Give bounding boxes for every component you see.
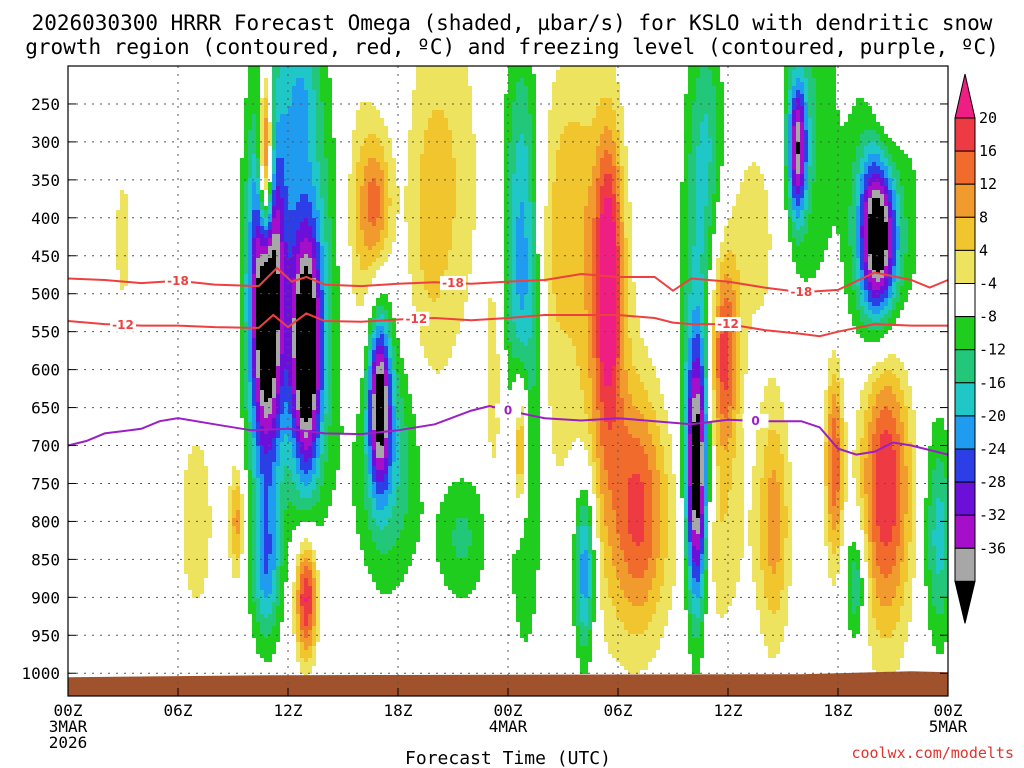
dgz-contour-m12 — [67, 312, 948, 338]
colorbar-box — [954, 249, 976, 284]
dgz-contour-m12-label: -12 — [405, 312, 427, 326]
colorbar-box — [954, 547, 976, 582]
colorbar-box — [954, 481, 976, 516]
dgz-contour-m18-label: -18 — [442, 276, 464, 290]
colorbar-bottom-arrow — [954, 580, 976, 624]
freezing-level-contour-label: 0 — [751, 414, 759, 428]
x-tick-label: 06Z — [164, 701, 193, 720]
source-credit: coolwx.com/modelts — [851, 744, 1014, 762]
x-tick-label: 18Z — [384, 701, 413, 720]
y-tick-label: 550 — [31, 323, 60, 342]
dgz-contour-m12-label: -12 — [112, 318, 134, 332]
dgz-contour-m18-label-bg — [165, 273, 191, 288]
x-tick-label: 5MAR — [929, 717, 968, 736]
colorbar-box — [954, 117, 976, 152]
x-tick-label: 3MAR — [49, 717, 88, 736]
x-tick-label: 18Z — [824, 701, 853, 720]
colorbar-label: -8 — [979, 308, 997, 326]
colorbar-box — [954, 183, 976, 218]
dgz-contour-m12-label: -12 — [717, 317, 739, 331]
x-axis-label: Forecast Time (UTC) — [405, 748, 611, 768]
dgz-contour-m18-label: -18 — [790, 285, 812, 299]
colorbar-label: -12 — [979, 341, 1006, 359]
y-tick-label: 700 — [31, 437, 60, 456]
y-tick-label: 400 — [31, 209, 60, 228]
grid-lines — [67, 66, 949, 696]
dgz-contour-m18-label-bg — [788, 285, 815, 300]
y-tick-label: 850 — [31, 550, 60, 569]
colorbar-box — [954, 448, 976, 483]
x-tick-label: 4MAR — [489, 717, 528, 736]
colorbar-label: -28 — [979, 473, 1006, 491]
y-tick-label: 600 — [31, 361, 60, 380]
colorbar-label: -4 — [979, 275, 997, 293]
chart-title-line-2: growth region (contoured, red, ºC) and f… — [25, 35, 999, 59]
y-tick-label: 750 — [31, 474, 60, 493]
colorbar-box — [954, 316, 976, 351]
x-tick-label: 00Z — [494, 701, 523, 720]
colorbar-box — [954, 415, 976, 450]
y-tick-label: 250 — [31, 95, 60, 114]
colorbar-box — [954, 150, 976, 185]
y-tick-label: 350 — [31, 171, 60, 190]
colorbar-label: -36 — [979, 539, 1006, 557]
y-tick-label: 500 — [31, 285, 60, 304]
dgz-contour-m12-label-bg — [715, 317, 741, 332]
x-tick-label: 12Z — [714, 701, 743, 720]
omega-colorbar: 20 16 12 8 4 -4 -8 -12 -16 -20 -24 -28 -32 -36 — [954, 73, 1006, 624]
dgz-contour-m18-label-bg — [440, 276, 466, 291]
colorbar-label: -20 — [979, 407, 1006, 425]
colorbar-top-arrow — [954, 73, 976, 119]
y-tick-label: 900 — [31, 588, 60, 607]
colorbar-label: 12 — [979, 175, 997, 193]
x-tick-label: 06Z — [604, 701, 633, 720]
colorbar-label: -16 — [979, 374, 1006, 392]
colorbar-label: -32 — [979, 506, 1006, 524]
dgz-contour-m12-label-bg — [403, 311, 430, 326]
colorbar-box — [954, 382, 976, 417]
colorbar-label: 8 — [979, 208, 988, 226]
dgz-contour-m12-label-bg — [110, 317, 136, 332]
colorbar-label: 4 — [979, 241, 988, 259]
freezing-level-contour-label-bg — [495, 403, 521, 418]
chart-title-line-1: 2026030300 HRRR Forecast Omega (shaded, … — [32, 11, 993, 35]
x-tick-label: 12Z — [274, 701, 303, 720]
y-tick-label: 300 — [31, 133, 60, 152]
colorbar-box — [954, 216, 976, 251]
y-axis-pressure-ticks: 250 300 350 400 450 500 550 600 650 700 750 800 850 9… — [21, 95, 948, 683]
y-tick-label: 650 — [31, 399, 60, 418]
temperature-contours: -18 -18 -18 -12 -12 -12 0 0 — [67, 266, 949, 456]
y-tick-label: 1000 — [21, 664, 60, 683]
colorbar-box — [954, 514, 976, 549]
dgz-contour-m18-label: -18 — [167, 274, 189, 288]
x-tick-label: 2026 — [49, 733, 88, 752]
colorbar-box — [954, 349, 976, 384]
colorbar-label: 20 — [979, 109, 997, 127]
omega-shaded-field — [116, 66, 948, 682]
colorbar-label: -24 — [979, 440, 1006, 458]
x-tick-label: 00Z — [934, 701, 963, 720]
colorbar-label: 16 — [979, 142, 997, 160]
y-tick-label: 800 — [31, 512, 60, 531]
freezing-level-contour-label-bg — [742, 413, 769, 428]
freezing-level-contour-label: 0 — [504, 404, 512, 418]
y-tick-label: 450 — [31, 247, 60, 266]
y-tick-label: 950 — [31, 626, 60, 645]
x-tick-label: 00Z — [54, 701, 83, 720]
colorbar-box — [954, 283, 976, 318]
